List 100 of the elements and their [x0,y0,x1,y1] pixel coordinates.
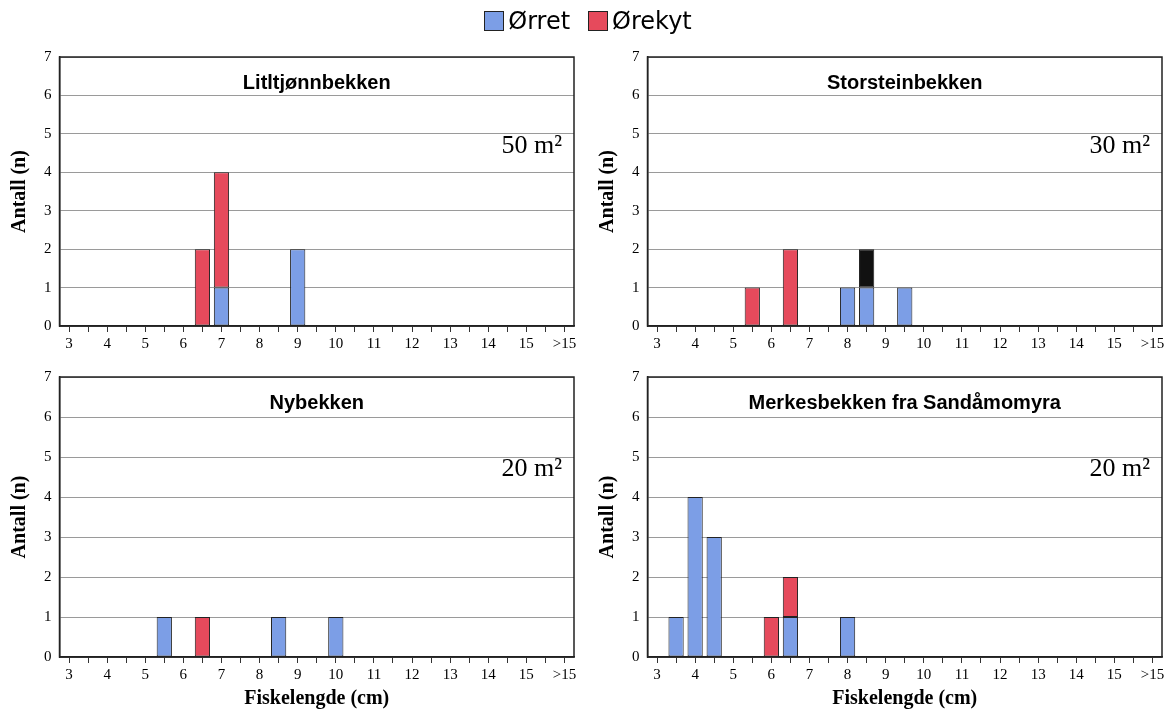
x-tick-label: 4 [691,334,700,351]
x-tick-label: 3 [653,665,661,682]
x-tick-label: 15 [518,334,534,351]
x-tick-label: >15 [1140,665,1165,682]
x-tick-label: 3 [65,665,73,682]
x-tick-label: 11 [366,665,382,682]
x-tick-label: 11 [954,334,970,351]
y-tick-label: 7 [44,47,52,64]
y-axis-title: Antall (n) [595,150,619,233]
x-tick-label: 5 [141,334,149,351]
y-tick-label: 2 [632,567,640,584]
x-tick-label: 13 [1030,665,1046,682]
x-tick-label: 13 [442,334,458,351]
y-tick-label: 3 [632,527,640,544]
x-tick-label: 9 [881,334,890,351]
y-tick-label: 4 [632,487,640,504]
y-tick-label: 6 [44,407,52,424]
x-tick-label: >15 [552,665,577,682]
y-tick-label: 0 [44,316,52,333]
x-tick-label: 14 [480,665,497,682]
y-tick-label: 1 [44,278,52,295]
x-tick-label: 8 [255,665,264,682]
x-tick-label: 6 [179,334,188,351]
x-tick-label: 7 [217,665,226,682]
x-tick-label: 5 [729,334,737,351]
x-tick-label: 12 [992,334,1008,351]
x-tick-label: 12 [404,665,420,682]
y-tick-label: 7 [44,367,52,384]
x-tick-label: 7 [805,665,814,682]
annotation: 30 m² [1089,129,1151,159]
y-tick-label: 5 [632,124,640,141]
x-tick-label: 15 [1106,665,1122,682]
x-tick-label: 11 [366,334,382,351]
y-tick-label: 4 [44,487,52,504]
y-tick-label: 6 [44,86,52,103]
x-tick-label: 14 [1068,334,1085,351]
x-tick-label: 12 [992,665,1008,682]
y-tick-label: 2 [44,240,52,257]
x-tick-label: 10 [916,665,932,682]
x-tick-label: 4 [691,665,700,682]
x-tick-label: 8 [843,665,852,682]
x-tick-label: 10 [328,334,344,351]
text: Merkesbekken fra Sandåmomyra [748,390,1062,413]
y-tick-label: 3 [44,201,52,218]
x-tick-label: 14 [1068,665,1085,682]
x-tick-label: 6 [767,334,776,351]
x-tick-label: 14 [480,334,497,351]
x-tick-label: 3 [65,334,73,351]
annotation: 20 m² [501,453,563,483]
y-tick-label: 1 [632,278,640,295]
text: Storsteinbekken [826,70,983,93]
x-tick-label: 6 [767,665,776,682]
annotation: 20 m² [1089,453,1151,483]
legend-label: Ørret [508,7,571,35]
x-tick-label: 15 [518,665,534,682]
x-tick-label: 13 [1030,334,1046,351]
legend-label: Ørekyt [612,7,692,35]
y-tick-label: 0 [632,316,640,333]
y-tick-label: 7 [632,367,640,384]
y-tick-label: 7 [632,47,640,64]
y-tick-label: 3 [44,527,52,544]
y-tick-label: 1 [44,607,52,624]
y-tick-label: 6 [632,86,640,103]
x-tick-label: 4 [103,334,112,351]
x-tick-label: 6 [179,665,188,682]
y-tick-label: 0 [44,647,52,664]
x-tick-label: 9 [293,665,302,682]
text: Nybekken [269,390,364,413]
y-tick-label: 4 [632,163,640,180]
y-tick-label: 0 [632,647,640,664]
y-tick-label: 1 [632,607,640,624]
y-axis-title: Antall (n) [7,475,31,559]
x-tick-label: 10 [916,334,932,351]
x-tick-label: 15 [1106,334,1122,351]
x-axis-title: Fiskelengde (cm) [832,686,978,710]
x-tick-label: >15 [552,334,577,351]
y-tick-label: 4 [44,163,52,180]
y-tick-label: 5 [44,124,52,141]
x-tick-label: 7 [805,334,814,351]
x-tick-label: 3 [653,334,661,351]
x-tick-label: 5 [729,665,737,682]
x-tick-label: 11 [954,665,970,682]
x-tick-label: 4 [103,665,112,682]
annotation: 50 m² [501,129,563,159]
y-axis-title: Antall (n) [595,475,619,559]
x-tick-label: 9 [881,665,890,682]
x-tick-label: >15 [1140,334,1165,351]
x-tick-label: 13 [442,665,458,682]
text: Litltjønnbekken [242,70,391,93]
x-tick-label: 12 [404,334,420,351]
x-tick-label: 7 [217,334,226,351]
y-tick-label: 2 [44,567,52,584]
x-tick-label: 9 [293,334,302,351]
x-tick-label: 8 [843,334,852,351]
y-tick-label: 5 [44,447,52,464]
y-tick-label: 3 [632,201,640,218]
x-axis-title: Fiskelengde (cm) [244,686,390,710]
y-tick-label: 5 [632,447,640,464]
y-axis-title: Antall (n) [7,150,31,233]
x-tick-label: 8 [255,334,264,351]
